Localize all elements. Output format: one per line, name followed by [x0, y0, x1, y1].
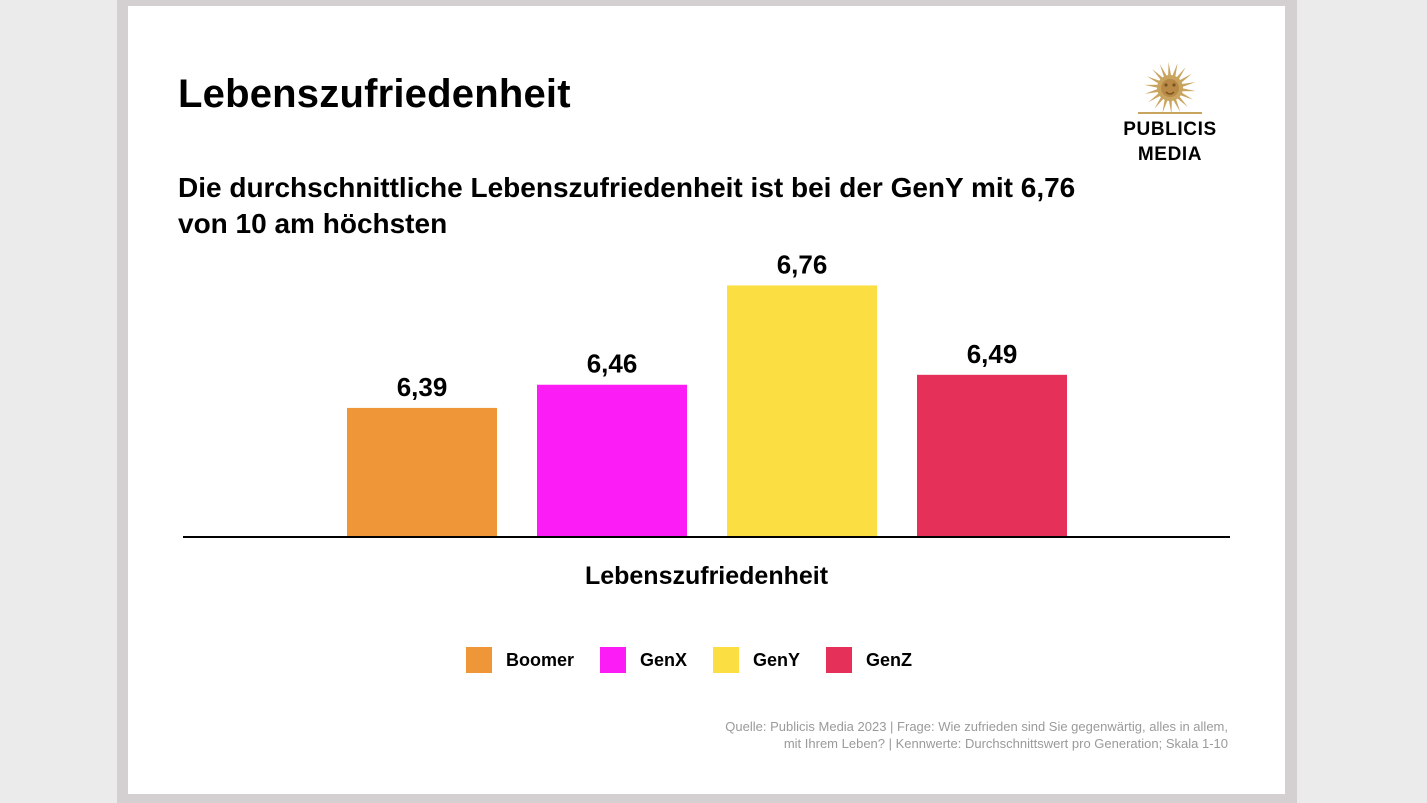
publicis-media-logo: PUBLICIS MEDIA [1100, 58, 1240, 168]
lion-mane-ray [1168, 98, 1172, 114]
lion-mane-ray [1172, 97, 1181, 112]
lion-mane-ray [1171, 63, 1178, 79]
lion-mane-ray [1175, 95, 1188, 107]
lion-mane-ray [1146, 76, 1162, 85]
lion-head-icon [1138, 62, 1202, 114]
lion-mane-ray [1144, 84, 1160, 88]
legend-label: Boomer [506, 649, 575, 670]
legend-swatch [466, 647, 492, 673]
legend-label: GenY [753, 649, 801, 670]
logo-text-media: MEDIA [1137, 144, 1203, 165]
lion-mane-ray [1154, 95, 1165, 109]
legend-swatch [713, 647, 740, 673]
logo-text-publicis: PUBLICIS [1123, 119, 1217, 140]
legend-item-genx: GenX [600, 647, 687, 673]
lion-mane-ray [1144, 88, 1160, 94]
bar-genz [917, 374, 1067, 537]
legend-item-geny: GenY [713, 647, 800, 673]
lion-mane-ray [1159, 64, 1168, 79]
chart-title: Lebenszufriedenheit [178, 72, 571, 116]
source-line-2: mit Ihrem Leben? | Kennwerte: Durchschni… [783, 736, 1228, 751]
lion-mane-ray [1148, 92, 1162, 103]
bar-genx [537, 384, 687, 537]
bar-boomer [347, 407, 497, 537]
chart-subtitle: Die durchschnittliche Lebenszufriedenhei… [178, 172, 1076, 239]
lion-mane-ray [1180, 88, 1196, 92]
lion-mane-ray [1168, 62, 1172, 78]
data-label-boomer: 6,39 [397, 372, 448, 402]
chart-legend: Boomer GenX GenY GenZ [466, 647, 938, 673]
legend-label: GenZ [866, 649, 913, 670]
lion-mane-ray [1152, 69, 1165, 81]
x-axis-label: Lebenszufriedenheit [584, 562, 829, 590]
lion-mane-ray [1178, 91, 1194, 100]
data-label-genx: 6,46 [587, 349, 638, 379]
source-line-1: Quelle: Publicis Media 2023 | Frage: Wie… [725, 719, 1228, 734]
lion-mane-ray [1178, 73, 1192, 84]
source-note: Quelle: Publicis Media 2023 | Frage: Wie… [725, 718, 1228, 752]
data-label-geny: 6,76 [777, 249, 828, 279]
legend-swatch [826, 647, 853, 673]
chart-slide: Lebenszufriedenheit Die durchschnittlich… [128, 6, 1285, 794]
legend-label: GenX [640, 649, 688, 670]
lion-mane-ray [1180, 82, 1196, 88]
lion-mane-ray [1162, 97, 1169, 113]
legend-swatch [600, 647, 627, 673]
legend-item-genz: GenZ [826, 647, 912, 673]
bar-geny [727, 285, 877, 537]
bar-chart: 6,39 6,46 6,76 6,49 [183, 249, 1230, 538]
data-label-genz: 6,49 [967, 339, 1018, 369]
legend-item-boomer: Boomer [466, 647, 574, 673]
lion-mane-ray [1175, 67, 1186, 81]
